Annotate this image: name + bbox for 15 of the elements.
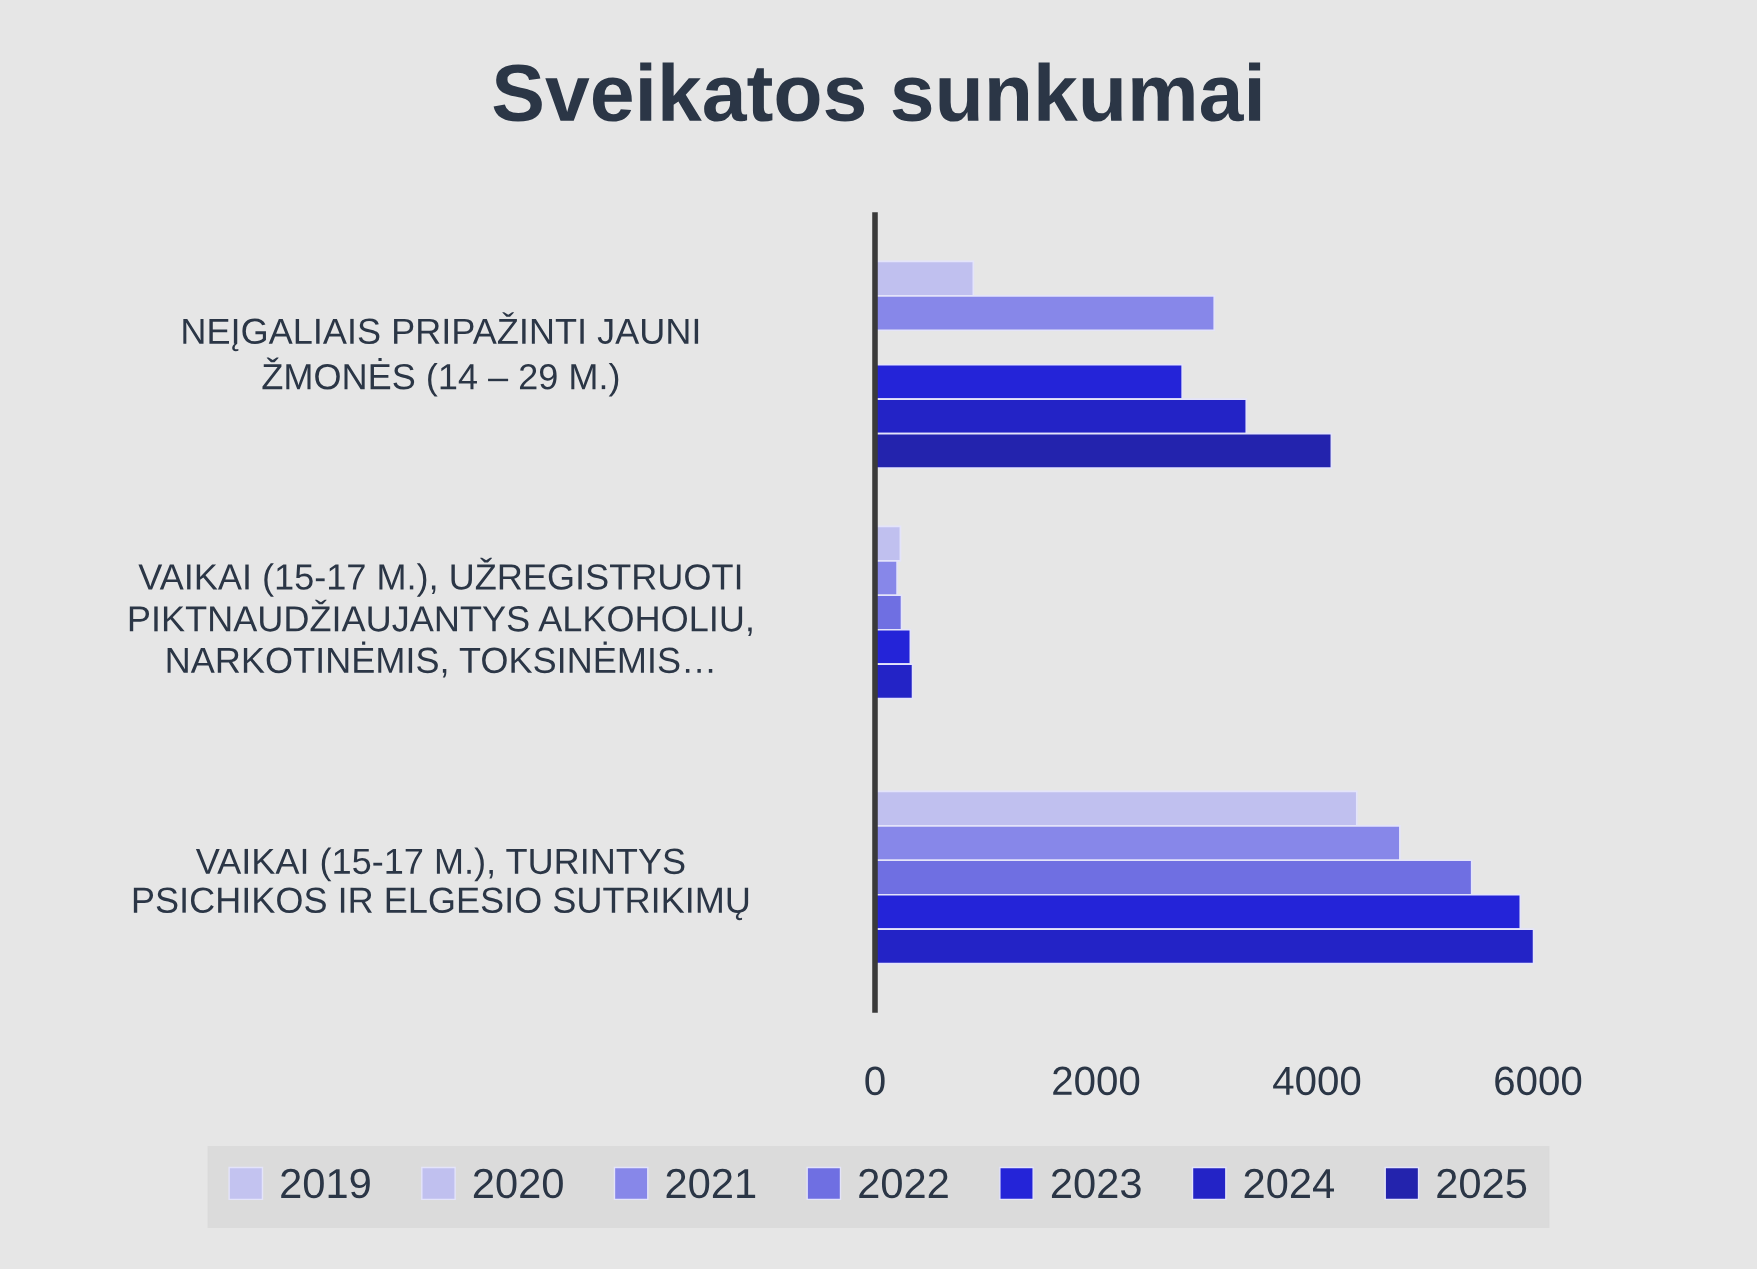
- legend-label: 2023: [1051, 1168, 1141, 1199]
- legend-label: 2025: [1437, 1168, 1527, 1199]
- legend-label: 2022: [859, 1168, 948, 1199]
- x-tick-label: 0: [865, 1066, 885, 1096]
- legend-label: 2020: [473, 1168, 563, 1199]
- x-tick-label: 6000: [1495, 1066, 1582, 1096]
- legend-label: 2024: [1244, 1168, 1334, 1199]
- chart-title: Sveikatos sunkumai: [493, 62, 1261, 122]
- y-tick-label: NEĮGALIAIS PRIPAŽINTI JAUNI ŽMONĖS (14 – 29 M.): [183, 312, 699, 397]
- x-tick-label: 2000: [1053, 1066, 1140, 1096]
- y-tick-label: VAIKAI (15-17 M.), TURINTYS PSICHIKOS IR ELGESIO SUTRIKIMŲ: [133, 847, 749, 921]
- x-tick-label: 4000: [1273, 1066, 1361, 1096]
- legend-label: 2019: [281, 1168, 370, 1199]
- y-tick-label: VAIKAI (15-17 M.), UŽREGISTRUOTI PIKTNAUDŽIAUJANTYS ALKOHOLIU, NARKOTINĖMIS, TOKSINĖMIS…: [129, 557, 752, 678]
- legend-label: 2021: [666, 1168, 756, 1199]
